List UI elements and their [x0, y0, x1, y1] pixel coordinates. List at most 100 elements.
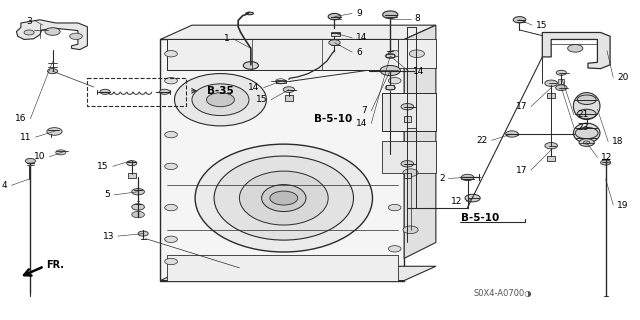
Bar [382, 93, 436, 132]
Text: 22: 22 [477, 136, 488, 145]
Text: S0X4-A0700◑: S0X4-A0700◑ [474, 289, 532, 298]
Text: 23: 23 [578, 123, 589, 132]
Circle shape [164, 258, 177, 265]
Circle shape [401, 104, 413, 110]
Circle shape [556, 70, 566, 75]
Text: 18: 18 [612, 137, 623, 146]
Circle shape [283, 87, 294, 92]
Text: 15: 15 [536, 21, 547, 30]
Text: 2: 2 [439, 174, 445, 183]
Circle shape [388, 77, 401, 84]
Circle shape [579, 139, 595, 146]
Text: 14: 14 [356, 33, 367, 42]
Circle shape [388, 51, 401, 57]
Circle shape [465, 194, 480, 202]
Bar [547, 93, 555, 99]
Circle shape [383, 11, 398, 19]
Polygon shape [160, 266, 436, 281]
Circle shape [380, 66, 401, 76]
Bar [398, 39, 436, 68]
Polygon shape [404, 25, 436, 258]
Text: 13: 13 [102, 232, 114, 241]
Circle shape [513, 17, 526, 23]
Text: 9: 9 [356, 9, 362, 18]
Text: 1: 1 [223, 34, 229, 43]
Bar [387, 54, 394, 57]
Circle shape [56, 150, 66, 155]
Circle shape [132, 188, 145, 195]
Text: B-5-10: B-5-10 [461, 213, 499, 223]
Circle shape [132, 212, 145, 218]
Circle shape [164, 77, 177, 84]
Text: 7: 7 [362, 106, 367, 115]
Circle shape [388, 246, 401, 252]
Circle shape [568, 44, 583, 52]
Circle shape [132, 204, 145, 210]
Bar [166, 39, 398, 69]
Circle shape [164, 163, 177, 170]
Circle shape [461, 174, 474, 180]
FancyBboxPatch shape [160, 39, 404, 281]
Circle shape [100, 89, 110, 94]
Text: 12: 12 [451, 197, 463, 206]
Circle shape [45, 28, 60, 35]
Text: 12: 12 [601, 153, 612, 162]
Bar [387, 85, 394, 89]
Circle shape [270, 191, 298, 205]
Text: B-5-10: B-5-10 [314, 114, 353, 124]
Bar [285, 95, 292, 101]
Circle shape [577, 95, 596, 105]
Circle shape [164, 236, 177, 243]
Circle shape [575, 127, 598, 139]
Bar [404, 116, 411, 122]
Circle shape [207, 93, 234, 107]
Ellipse shape [246, 12, 253, 15]
Circle shape [577, 109, 596, 119]
Text: 4: 4 [2, 181, 8, 190]
Circle shape [600, 160, 611, 165]
Circle shape [545, 80, 557, 86]
Text: 15: 15 [256, 95, 268, 104]
Circle shape [70, 33, 83, 39]
Text: 16: 16 [15, 114, 27, 123]
Text: 14: 14 [413, 67, 424, 76]
Text: 10: 10 [34, 152, 45, 161]
Circle shape [328, 13, 341, 20]
Bar [558, 79, 564, 84]
Circle shape [409, 50, 424, 58]
Bar [547, 156, 555, 161]
Circle shape [506, 131, 518, 137]
Circle shape [243, 62, 259, 69]
Bar [128, 173, 136, 178]
Bar [166, 255, 398, 281]
Text: 17: 17 [516, 102, 527, 111]
Circle shape [164, 51, 177, 57]
Circle shape [26, 158, 35, 164]
Ellipse shape [214, 156, 353, 240]
Bar [382, 141, 436, 173]
Text: 19: 19 [617, 201, 628, 210]
Polygon shape [160, 25, 436, 39]
Ellipse shape [239, 171, 328, 225]
Bar [276, 80, 285, 83]
Text: 21: 21 [578, 110, 589, 119]
Circle shape [164, 204, 177, 211]
Circle shape [138, 231, 148, 236]
Circle shape [403, 169, 418, 177]
Text: 14: 14 [248, 83, 260, 92]
Text: 8: 8 [414, 14, 420, 23]
Text: 15: 15 [97, 162, 109, 171]
Ellipse shape [195, 144, 372, 252]
Polygon shape [17, 20, 88, 50]
Text: FR.: FR. [46, 260, 64, 270]
Bar [404, 173, 411, 178]
Circle shape [47, 69, 58, 74]
Circle shape [556, 85, 567, 91]
Circle shape [584, 141, 590, 144]
Text: 5: 5 [104, 190, 110, 199]
Text: 6: 6 [356, 48, 362, 57]
Text: B-35: B-35 [207, 86, 233, 96]
Circle shape [545, 142, 557, 149]
Circle shape [388, 204, 401, 211]
Circle shape [329, 40, 340, 45]
